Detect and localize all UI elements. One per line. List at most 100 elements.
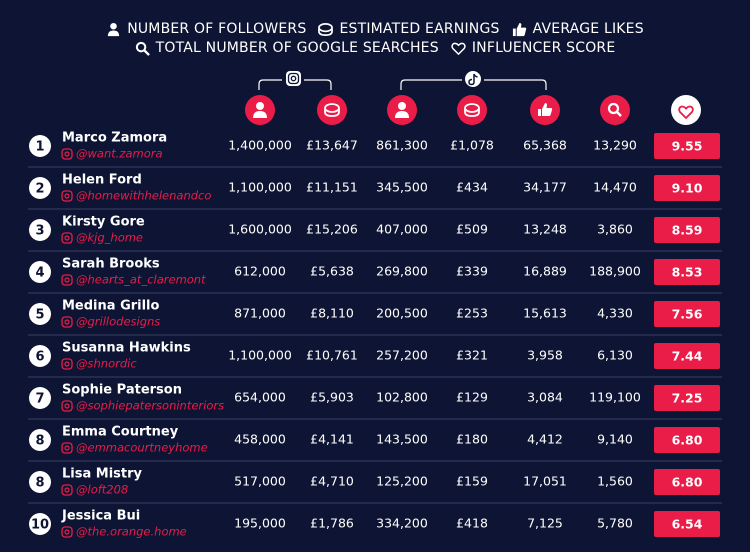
rank-badge bbox=[29, 429, 51, 451]
handle-icon bbox=[61, 358, 73, 370]
rank: 4 bbox=[35, 266, 44, 281]
cell-value: £11,151 bbox=[306, 180, 358, 195]
cell-value: 9,140 bbox=[597, 432, 633, 447]
cell-value: £434 bbox=[456, 180, 488, 195]
cell-value: 195,000 bbox=[234, 516, 286, 531]
score-box bbox=[654, 301, 720, 327]
handle-icon bbox=[61, 484, 73, 496]
cell-value: £15,206 bbox=[306, 222, 358, 237]
column-icon bbox=[600, 95, 630, 125]
rank: 10 bbox=[31, 518, 49, 533]
cell-value: 3,860 bbox=[597, 222, 633, 237]
cell-value: 4,330 bbox=[597, 306, 633, 321]
cell-value: 407,000 bbox=[376, 222, 428, 237]
handle-icon-lens bbox=[64, 361, 70, 367]
rank-badge bbox=[29, 177, 51, 199]
score-box bbox=[654, 217, 720, 243]
name: Sarah Brooks bbox=[62, 257, 160, 272]
cell-value: 200,500 bbox=[376, 306, 428, 321]
handle-icon-lens bbox=[64, 235, 70, 241]
cell-value: 13,248 bbox=[523, 222, 567, 237]
person-icon bbox=[108, 22, 120, 36]
cell-value: 654,000 bbox=[234, 390, 286, 405]
handle: @emmacourtneyhome bbox=[76, 441, 208, 455]
cell-value: £509 bbox=[456, 222, 488, 237]
cell-value: 17,051 bbox=[523, 474, 567, 489]
name: Kirsty Gore bbox=[62, 215, 145, 230]
handle-icon bbox=[61, 442, 73, 454]
rank: 6 bbox=[35, 350, 44, 365]
handle: @loft208 bbox=[76, 483, 128, 497]
column-icon bbox=[530, 95, 560, 125]
handle-icon-lens bbox=[64, 403, 70, 409]
cell-value: 345,500 bbox=[376, 180, 428, 195]
legend-item: INFLUENCER SCORE bbox=[451, 40, 616, 56]
rank-badge bbox=[29, 387, 51, 409]
cell-value: 1,400,000 bbox=[228, 138, 292, 153]
tiktok-bracket bbox=[400, 79, 547, 90]
score-box bbox=[654, 175, 720, 201]
cell-value: £418 bbox=[456, 516, 488, 531]
cell-value: 6,130 bbox=[597, 348, 633, 363]
cell-value: £8,110 bbox=[310, 306, 354, 321]
cell-value: 7,125 bbox=[527, 516, 563, 531]
score: 9.55 bbox=[672, 139, 703, 154]
score-icon bbox=[671, 95, 701, 125]
cell-value: £1,078 bbox=[450, 138, 494, 153]
rank-badge bbox=[29, 513, 51, 535]
cell-value: 1,600,000 bbox=[228, 222, 292, 237]
handle: @want.zamora bbox=[76, 147, 163, 161]
rank: 1 bbox=[35, 140, 44, 155]
cell-value: 125,200 bbox=[376, 474, 428, 489]
search-icon bbox=[135, 41, 150, 56]
handle-icon-lens bbox=[64, 151, 70, 157]
row: 3 Kirsty Gore@kjg_home 1,600,000 £15,206 407… bbox=[28, 215, 722, 252]
rank-badge bbox=[29, 471, 51, 493]
score: 7.44 bbox=[672, 349, 703, 364]
score: 8.53 bbox=[672, 265, 703, 280]
cell-value: £253 bbox=[456, 306, 488, 321]
row: 4 Sarah Brooks@hearts_at_claremont 612,000… bbox=[28, 257, 722, 294]
rank-badge bbox=[29, 261, 51, 283]
cell-value: 871,000 bbox=[234, 306, 286, 321]
handle: @sophiepatersoninteriors bbox=[76, 399, 224, 413]
handle-icon bbox=[61, 232, 73, 244]
instagram-icon bbox=[286, 71, 301, 86]
handle: @hearts_at_claremont bbox=[76, 273, 206, 287]
cell-value: 1,560 bbox=[597, 474, 633, 489]
cell-value: 34,177 bbox=[523, 180, 567, 195]
score: 8.59 bbox=[672, 223, 703, 238]
handle-icon bbox=[61, 190, 73, 202]
cell-value: 143,500 bbox=[376, 432, 428, 447]
instagram-icon-lens bbox=[290, 75, 297, 82]
rank-badge bbox=[29, 345, 51, 367]
rank-badge bbox=[29, 219, 51, 241]
score-box bbox=[654, 385, 720, 411]
row: 6 Susanna Hawkins@shnordic 1,100,000 £10,76… bbox=[28, 341, 722, 378]
instagram-icon-inner bbox=[287, 72, 300, 85]
handle-icon bbox=[61, 316, 73, 328]
rows: 1 Marco Zamora@want.zamora 1,400,000 £13,64… bbox=[28, 131, 722, 539]
score-box bbox=[654, 343, 720, 369]
instagram-bracket bbox=[258, 79, 332, 90]
row: 8 Emma Courtney@emmacourtneyhome 458,000 £4… bbox=[28, 425, 722, 462]
row: 2 Helen Ford@homewithhelenandco 1,100,000 £… bbox=[28, 173, 722, 210]
handle: @kjg_home bbox=[76, 231, 143, 245]
column-icon bbox=[317, 95, 347, 125]
rank: 2 bbox=[35, 182, 44, 197]
name: Emma Courtney bbox=[62, 425, 179, 440]
legend-row: TOTAL NUMBER OF GOOGLE SEARCHES INFLUENC… bbox=[0, 40, 750, 56]
cell-value: 65,368 bbox=[523, 138, 567, 153]
handle-icon-lens bbox=[64, 193, 70, 199]
rank: 5 bbox=[35, 308, 44, 323]
icon-circle bbox=[317, 95, 347, 125]
score-box bbox=[654, 133, 720, 159]
legend-label: AVERAGE LIKES bbox=[532, 21, 644, 37]
cell-value: £13,647 bbox=[306, 138, 358, 153]
row: 8 Lisa Mistry@loft208 517,000 £4,710 125,200… bbox=[28, 467, 722, 504]
cell-value: £180 bbox=[456, 432, 488, 447]
cell-value: 4,412 bbox=[527, 432, 563, 447]
rank-badge bbox=[29, 303, 51, 325]
legend-label: NUMBER OF FOLLOWERS bbox=[127, 21, 307, 37]
